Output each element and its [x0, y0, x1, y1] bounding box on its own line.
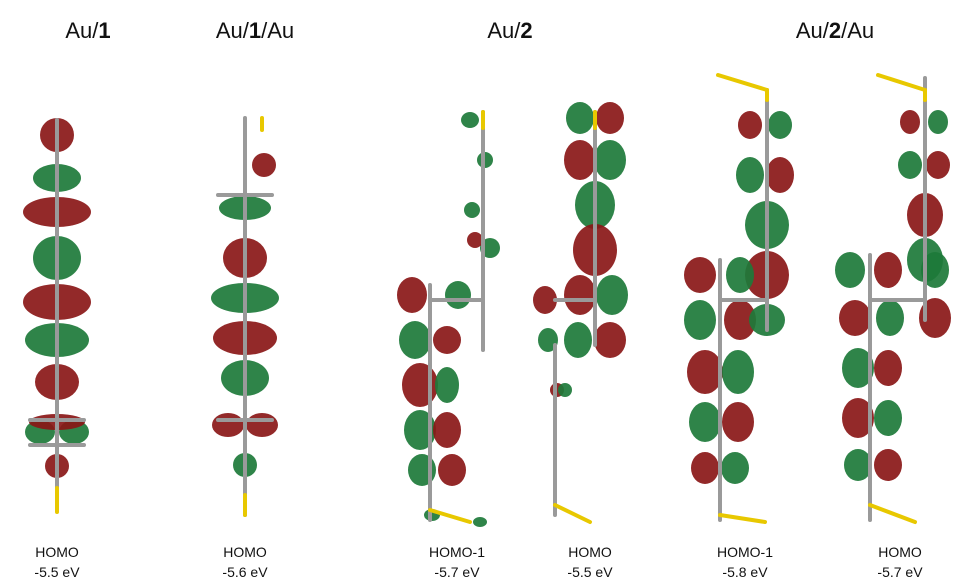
heading-part: 2 — [520, 18, 532, 43]
orbital-lobe — [438, 454, 466, 486]
energy-label: -5.5 eV — [34, 564, 80, 580]
sulfur-bond — [870, 505, 915, 522]
orbital-lobe — [721, 452, 749, 484]
orbital-lobe — [445, 281, 471, 309]
sulfur-bond — [718, 75, 767, 90]
orbital-lobe — [564, 322, 592, 358]
orbital-lobe — [246, 413, 278, 437]
energy-label: -5.7 eV — [877, 564, 923, 580]
orbital-lobe — [594, 140, 626, 180]
heading-part: Au/ — [65, 18, 99, 43]
energy-label: -5.6 eV — [222, 564, 268, 580]
orbital-lobe — [874, 350, 902, 386]
orbital-lobe — [464, 202, 480, 218]
orbital-label: HOMO-1 — [429, 544, 485, 560]
orbital-lobe — [898, 151, 922, 179]
orbital-lobe — [558, 383, 572, 397]
orbital-lobe — [684, 300, 716, 340]
heading-part: Au/ — [796, 18, 830, 43]
orbital-lobe — [839, 300, 871, 336]
orbital-lobe — [689, 402, 721, 442]
orbital-lobe — [594, 322, 626, 358]
orbital-lobe — [564, 140, 596, 180]
orbital-lobe — [876, 300, 904, 336]
orbital-lobe — [768, 111, 792, 139]
molecule — [684, 75, 794, 522]
sulfur-bond — [878, 75, 925, 90]
orbital-label: HOMO — [35, 544, 79, 560]
orbital-lobe — [928, 110, 948, 134]
orbital-lobe — [874, 252, 902, 288]
molecule — [397, 112, 500, 527]
energy-label: -5.5 eV — [567, 564, 613, 580]
heading-part: Au/ — [216, 18, 250, 43]
orbital-lobe — [926, 151, 950, 179]
orbital-lobe — [900, 110, 920, 134]
orbital-lobe — [564, 275, 596, 315]
energy-label: -5.8 eV — [722, 564, 768, 580]
orbital-label: HOMO — [568, 544, 612, 560]
orbital-lobe — [402, 363, 438, 407]
orbital-lobe — [722, 350, 754, 394]
orbital-label: HOMO — [878, 544, 922, 560]
orbital-lobe — [691, 452, 719, 484]
orbital-label: HOMO-1 — [717, 544, 773, 560]
heading: Au/1 — [65, 18, 110, 43]
orbital-lobe — [399, 321, 431, 359]
orbital-lobe — [212, 413, 244, 437]
orbital-lobe — [433, 326, 461, 354]
orbital-lobe — [397, 277, 427, 313]
orbital-lobe — [433, 412, 461, 448]
orbital-lobe — [687, 350, 723, 394]
orbital-lobe — [435, 367, 459, 403]
molecule — [533, 102, 628, 522]
orbital-lobe — [874, 400, 902, 436]
orbital-lobe — [473, 517, 487, 527]
heading-part: /Au — [261, 18, 294, 43]
heading-part: /Au — [841, 18, 874, 43]
molecule — [23, 118, 91, 512]
molecule — [211, 118, 279, 515]
orbital-lobe — [736, 157, 764, 193]
figure: Au/1Au/1/AuAu/2Au/2/AuHOMO-5.5 eVHOMO-5.… — [0, 0, 953, 582]
orbital-lobe — [722, 402, 754, 442]
orbital-lobe — [738, 111, 762, 139]
molecule — [835, 75, 951, 522]
heading-part: 1 — [249, 18, 261, 43]
orbital-lobe — [252, 153, 276, 177]
orbital-lobe — [726, 257, 754, 293]
heading: Au/1/Au — [216, 18, 294, 43]
orbital-lobe — [467, 232, 483, 248]
orbital-lobe — [566, 102, 594, 134]
orbital-lobe — [684, 257, 716, 293]
heading-part: Au/ — [487, 18, 521, 43]
orbital-lobe — [766, 157, 794, 193]
orbital-label: HOMO — [223, 544, 267, 560]
sulfur-bond — [720, 515, 765, 522]
energy-label: -5.7 eV — [434, 564, 480, 580]
orbital-lobe — [461, 112, 479, 128]
orbital-lobe — [844, 449, 872, 481]
orbital-lobe — [596, 102, 624, 134]
heading: Au/2/Au — [796, 18, 874, 43]
heading-part: 2 — [829, 18, 841, 43]
orbital-lobe — [596, 275, 628, 315]
orbital-lobe — [874, 449, 902, 481]
molecules — [23, 75, 951, 527]
heading: Au/2 — [487, 18, 532, 43]
orbital-lobe — [835, 252, 865, 288]
heading-part: 1 — [98, 18, 110, 43]
sulfur-bond — [555, 505, 590, 522]
